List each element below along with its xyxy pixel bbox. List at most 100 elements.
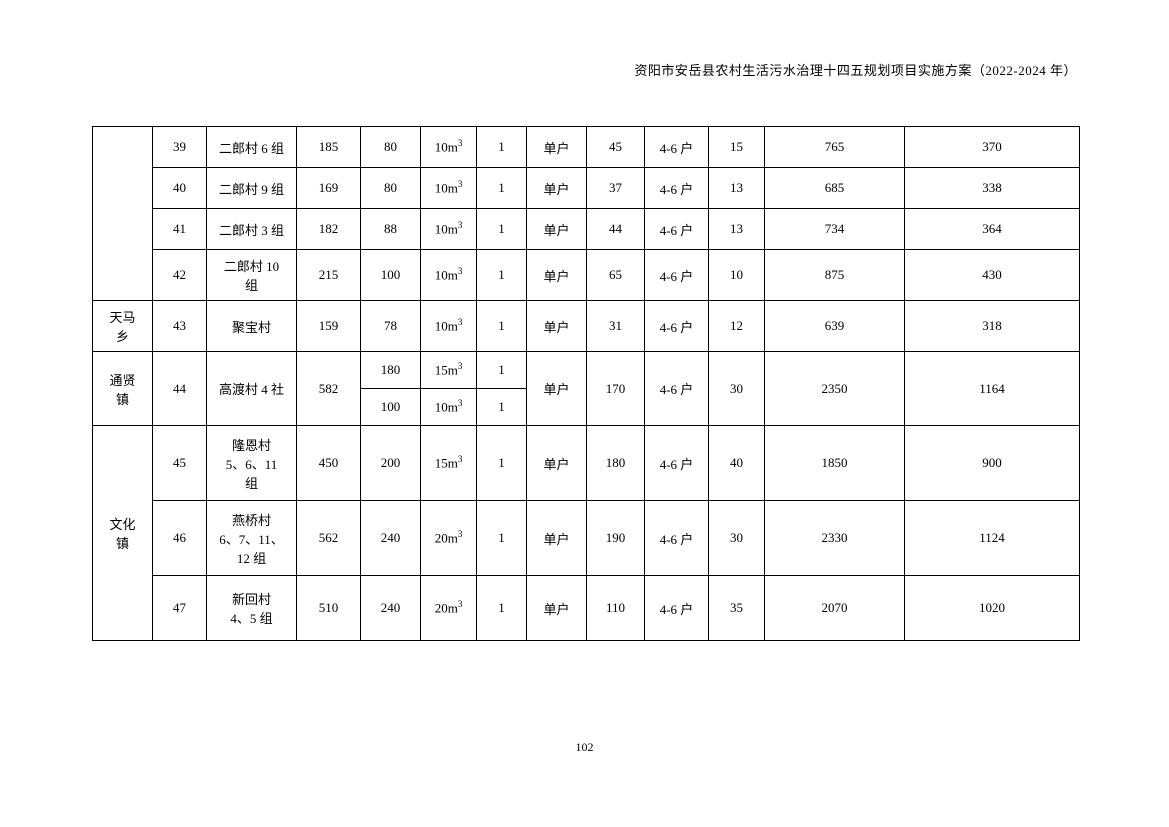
data-cell: 单户 [527, 501, 587, 576]
data-table-container: 39 二郎村 6 组 185 80 10m3 1 单户 45 4-6 户 15 … [92, 126, 1079, 641]
data-cell: 110 [587, 576, 645, 641]
data-cell: 65 [587, 250, 645, 301]
data-cell: 1 [477, 127, 527, 168]
data-cell: 单户 [527, 426, 587, 501]
data-cell: 1124 [905, 501, 1080, 576]
num-cell: 41 [153, 209, 207, 250]
data-cell: 88 [361, 209, 421, 250]
data-cell: 13 [709, 168, 765, 209]
data-cell: 45 [587, 127, 645, 168]
village-cell: 二郎村 9 组 [207, 168, 297, 209]
data-cell: 364 [905, 209, 1080, 250]
data-cell: 20m3 [421, 501, 477, 576]
num-cell: 42 [153, 250, 207, 301]
data-cell: 159 [297, 301, 361, 352]
data-cell: 44 [587, 209, 645, 250]
data-cell: 80 [361, 168, 421, 209]
data-table: 39 二郎村 6 组 185 80 10m3 1 单户 45 4-6 户 15 … [92, 126, 1080, 641]
data-cell: 4-6 户 [645, 127, 709, 168]
data-cell: 15m3 [421, 426, 477, 501]
table-row: 42 二郎村 10组 215 100 10m3 1 单户 65 4-6 户 10… [93, 250, 1080, 301]
num-cell: 45 [153, 426, 207, 501]
data-cell: 10m3 [421, 301, 477, 352]
data-cell: 30 [709, 352, 765, 426]
data-cell: 450 [297, 426, 361, 501]
village-cell: 二郎村 6 组 [207, 127, 297, 168]
data-cell: 30 [709, 501, 765, 576]
data-cell: 1 [477, 426, 527, 501]
data-cell: 10m3 [421, 389, 477, 426]
num-cell: 46 [153, 501, 207, 576]
num-cell: 44 [153, 352, 207, 426]
data-cell: 1 [477, 250, 527, 301]
data-cell: 900 [905, 426, 1080, 501]
data-cell: 190 [587, 501, 645, 576]
data-cell: 1 [477, 576, 527, 641]
data-cell: 639 [765, 301, 905, 352]
data-cell: 2330 [765, 501, 905, 576]
data-cell: 10m3 [421, 127, 477, 168]
data-cell: 2070 [765, 576, 905, 641]
data-cell: 370 [905, 127, 1080, 168]
village-cell: 聚宝村 [207, 301, 297, 352]
data-cell: 10m3 [421, 168, 477, 209]
township-cell: 天马乡 [93, 301, 153, 352]
table-row: 文化镇 45 隆恩村5、6、11组 450 200 15m3 1 单户 180 … [93, 426, 1080, 501]
data-cell: 180 [587, 426, 645, 501]
data-cell: 15m3 [421, 352, 477, 389]
data-cell: 180 [361, 352, 421, 389]
table-row: 天马乡 43 聚宝村 159 78 10m3 1 单户 31 4-6 户 12 … [93, 301, 1080, 352]
data-cell: 734 [765, 209, 905, 250]
village-cell: 高渡村 4 社 [207, 352, 297, 426]
data-cell: 1 [477, 501, 527, 576]
data-cell: 78 [361, 301, 421, 352]
data-cell: 单户 [527, 352, 587, 426]
data-cell: 4-6 户 [645, 352, 709, 426]
num-cell: 39 [153, 127, 207, 168]
village-cell: 隆恩村5、6、11组 [207, 426, 297, 501]
data-cell: 13 [709, 209, 765, 250]
township-cell: 通贤镇 [93, 352, 153, 426]
num-cell: 43 [153, 301, 207, 352]
data-cell: 338 [905, 168, 1080, 209]
data-cell: 170 [587, 352, 645, 426]
data-cell: 单户 [527, 576, 587, 641]
data-cell: 单户 [527, 301, 587, 352]
data-cell: 10m3 [421, 250, 477, 301]
data-cell: 562 [297, 501, 361, 576]
data-cell: 765 [765, 127, 905, 168]
village-cell: 燕桥村6、7、11、12 组 [207, 501, 297, 576]
data-cell: 4-6 户 [645, 301, 709, 352]
data-cell: 4-6 户 [645, 250, 709, 301]
data-cell: 1 [477, 168, 527, 209]
data-cell: 单户 [527, 250, 587, 301]
data-cell: 4-6 户 [645, 168, 709, 209]
data-cell: 4-6 户 [645, 426, 709, 501]
data-cell: 215 [297, 250, 361, 301]
village-cell: 二郎村 10组 [207, 250, 297, 301]
table-row: 39 二郎村 6 组 185 80 10m3 1 单户 45 4-6 户 15 … [93, 127, 1080, 168]
data-cell: 100 [361, 389, 421, 426]
data-cell: 10 [709, 250, 765, 301]
data-cell: 1850 [765, 426, 905, 501]
data-cell: 4-6 户 [645, 209, 709, 250]
table-row: 通贤镇 44 高渡村 4 社 582 180 15m3 1 单户 170 4-6… [93, 352, 1080, 389]
data-cell: 35 [709, 576, 765, 641]
data-cell: 1 [477, 352, 527, 389]
data-cell: 100 [361, 250, 421, 301]
data-cell: 182 [297, 209, 361, 250]
document-header: 资阳市安岳县农村生活污水治理十四五规划项目实施方案（2022-2024 年） [634, 60, 1077, 79]
header-text: 资阳市安岳县农村生活污水治理十四五规划项目实施方案（2022-2024 年） [634, 63, 1077, 78]
data-cell: 169 [297, 168, 361, 209]
data-cell: 875 [765, 250, 905, 301]
data-cell: 1 [477, 301, 527, 352]
village-cell: 新回村4、5 组 [207, 576, 297, 641]
num-cell: 40 [153, 168, 207, 209]
data-cell: 4-6 户 [645, 501, 709, 576]
data-cell: 4-6 户 [645, 576, 709, 641]
data-cell: 685 [765, 168, 905, 209]
data-cell: 1 [477, 389, 527, 426]
data-cell: 510 [297, 576, 361, 641]
data-cell: 31 [587, 301, 645, 352]
data-cell: 20m3 [421, 576, 477, 641]
